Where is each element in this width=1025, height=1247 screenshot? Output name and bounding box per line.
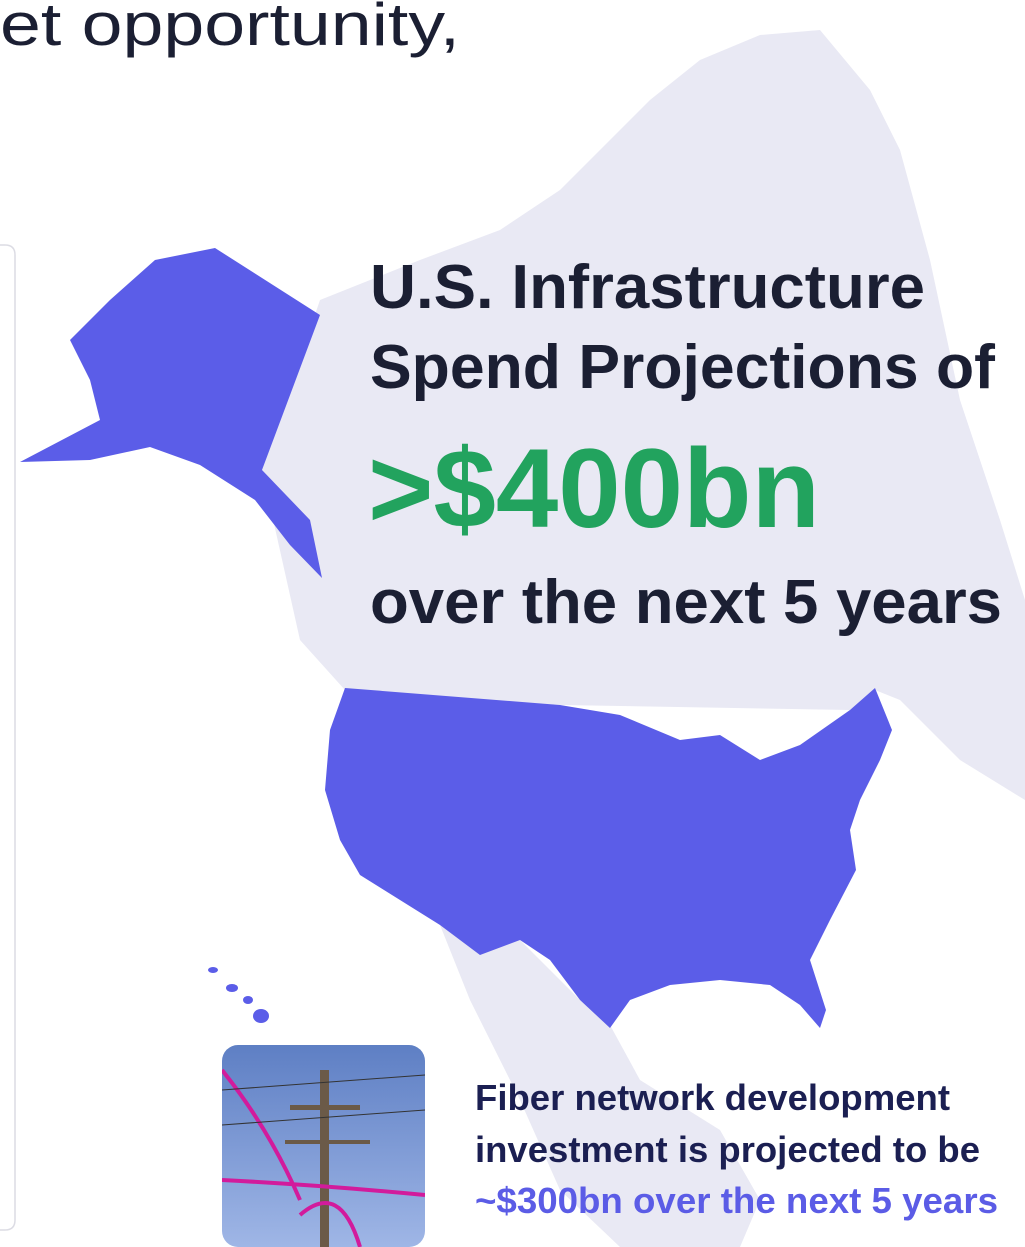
map-canada: [262, 30, 1025, 800]
photo-crossarm: [285, 1140, 370, 1144]
headline-line: Spend Projections of: [370, 333, 995, 402]
map-usa: [325, 688, 892, 1028]
fiber-line: Fiber network development: [475, 1077, 950, 1118]
fiber-line: investment is projected to be: [475, 1129, 980, 1170]
island: [243, 996, 253, 1004]
fiber-photo: [222, 1045, 425, 1247]
island: [226, 984, 238, 992]
headline-period: over the next 5 years: [370, 568, 1002, 637]
fiber-highlight: ~$300bn over the next 5 years: [475, 1180, 998, 1221]
photo-pole: [320, 1070, 329, 1247]
page-title: et opportunity,: [0, 0, 460, 58]
page: et opportunity, U.S. Infrastructure Spen…: [0, 0, 1025, 1247]
island: [208, 967, 218, 973]
island: [253, 1009, 269, 1023]
side-card: [0, 245, 15, 1230]
slide: et opportunity, U.S. Infrastructure Spen…: [0, 0, 1025, 1247]
headline-amount: >$400bn: [368, 426, 820, 551]
map-hawaii: [208, 967, 269, 1023]
photo-crossarm: [290, 1105, 360, 1110]
map: [20, 30, 1025, 1247]
headline-line: U.S. Infrastructure: [370, 253, 925, 322]
